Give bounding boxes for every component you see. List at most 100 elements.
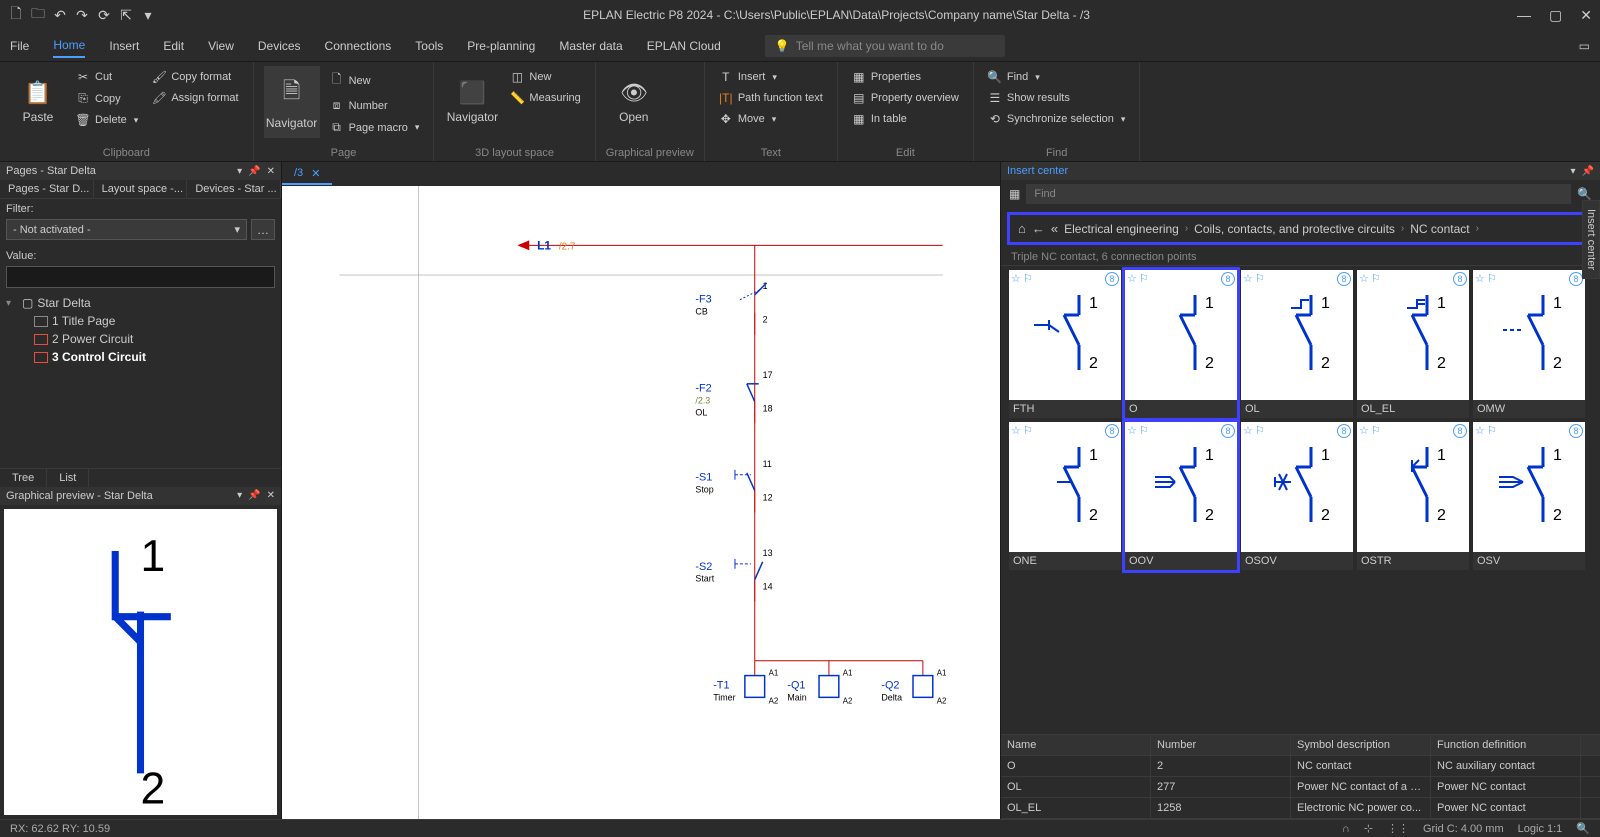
- table-row[interactable]: OL_EL1258Electronic NC power co...Power …: [1001, 798, 1600, 819]
- panel-toggle-icon[interactable]: ▭: [1579, 39, 1590, 53]
- more-icon[interactable]: ▾: [140, 7, 156, 23]
- tab-layout[interactable]: Layout space -...: [94, 180, 188, 198]
- bookmark-icon[interactable]: ⚐: [1023, 424, 1033, 438]
- more-bc-icon[interactable]: «: [1051, 221, 1058, 236]
- bookmark-icon[interactable]: ⚐: [1371, 424, 1381, 438]
- copyformat-button[interactable]: 🖌Copy format: [148, 68, 242, 86]
- menu-file[interactable]: File: [10, 35, 29, 57]
- star-icon[interactable]: ☆: [1243, 272, 1253, 286]
- undo-icon[interactable]: ↶: [52, 7, 68, 23]
- bookmark-icon[interactable]: ⚐: [1487, 272, 1497, 286]
- star-icon[interactable]: ☆: [1359, 424, 1369, 438]
- refresh-icon[interactable]: ⟳: [96, 7, 112, 23]
- menu-preplanning[interactable]: Pre-planning: [467, 35, 535, 57]
- bookmark-icon[interactable]: ⚐: [1255, 424, 1265, 438]
- symbol-card-fth[interactable]: ☆⚐8 1 2 FTH: [1009, 270, 1121, 418]
- page-macro-button[interactable]: ⧉Page macro▾: [326, 118, 424, 137]
- bookmark-icon[interactable]: ⚐: [1139, 424, 1149, 438]
- table-header-cell[interactable]: Number: [1151, 735, 1291, 755]
- propoverview-button[interactable]: ▤Property overview: [848, 89, 963, 107]
- star-icon[interactable]: ☆: [1475, 424, 1485, 438]
- layout-new-button[interactable]: ◫New: [506, 68, 584, 86]
- table-row[interactable]: O2NC contactNC auxiliary contact: [1001, 756, 1600, 777]
- value-input[interactable]: [6, 266, 275, 288]
- symbol-card-one[interactable]: ☆⚐8 1 2 ONE: [1009, 422, 1121, 570]
- star-icon[interactable]: ☆: [1359, 272, 1369, 286]
- tree-page-1[interactable]: 1 Title Page: [6, 312, 275, 330]
- tab-tree[interactable]: Tree: [0, 469, 47, 487]
- open-icon[interactable]: 🗀: [30, 7, 46, 23]
- dropdown-icon[interactable]: ▾: [1571, 166, 1576, 177]
- search-go-icon[interactable]: 🔍: [1577, 187, 1592, 201]
- dropdown-icon[interactable]: ▾: [237, 490, 242, 501]
- pin-icon[interactable]: 📌: [248, 490, 260, 501]
- move-button[interactable]: ✥Move▾: [715, 110, 827, 128]
- bc-nc[interactable]: NC contact: [1410, 222, 1469, 236]
- symbol-card-o[interactable]: ☆⚐8 1 2 O: [1125, 270, 1237, 418]
- table-header-cell[interactable]: Function definition: [1431, 735, 1581, 755]
- star-icon[interactable]: ☆: [1127, 272, 1137, 286]
- close-panel-icon[interactable]: ✕: [267, 490, 275, 501]
- cut-button[interactable]: ✂Cut: [72, 68, 142, 86]
- properties-button[interactable]: ▦Properties: [848, 68, 963, 86]
- symbol-card-ol[interactable]: ☆⚐8 1 2 OL: [1241, 270, 1353, 418]
- bc-coils[interactable]: Coils, contacts, and protective circuits: [1194, 222, 1395, 236]
- export-icon[interactable]: ⇱: [118, 7, 134, 23]
- page-new-button[interactable]: 🗋New: [326, 68, 424, 93]
- bookmark-icon[interactable]: ⚐: [1023, 272, 1033, 286]
- paste-button[interactable]: 📋Paste: [10, 66, 66, 138]
- bookmark-icon[interactable]: ⚐: [1371, 272, 1381, 286]
- menu-masterdata[interactable]: Master data: [559, 35, 622, 57]
- pathtext-button[interactable]: |T|Path function text: [715, 89, 827, 107]
- minimize-icon[interactable]: —: [1517, 7, 1531, 24]
- star-icon[interactable]: ☆: [1243, 424, 1253, 438]
- star-icon[interactable]: ☆: [1475, 272, 1485, 286]
- doctab-3[interactable]: /3✕: [282, 164, 332, 185]
- menu-cloud[interactable]: EPLAN Cloud: [647, 35, 721, 57]
- menu-view[interactable]: View: [208, 35, 234, 57]
- menu-tools[interactable]: Tools: [415, 35, 443, 57]
- grid-toggle-icon[interactable]: ⋮⋮: [1387, 822, 1409, 835]
- table-row[interactable]: OL277Power NC contact of a c...Power NC …: [1001, 777, 1600, 798]
- redo-icon[interactable]: ↷: [74, 7, 90, 23]
- star-icon[interactable]: ☆: [1127, 424, 1137, 438]
- copy-button[interactable]: ⎘Copy: [72, 89, 142, 108]
- bc-ee[interactable]: Electrical engineering: [1064, 222, 1179, 236]
- table-header-cell[interactable]: Symbol description: [1291, 735, 1431, 755]
- back-icon[interactable]: ←: [1032, 221, 1045, 236]
- star-icon[interactable]: ☆: [1011, 272, 1021, 286]
- home-icon[interactable]: ⌂: [1018, 221, 1026, 236]
- symbol-card-oov[interactable]: ☆⚐8 1 2 OOV: [1125, 422, 1237, 570]
- schematic-canvas[interactable]: L1/2.712-F3CB1718-F2/2.3OL1112-S1Stop131…: [282, 186, 1000, 819]
- tree-page-2[interactable]: 2 Power Circuit: [6, 330, 275, 348]
- menu-connections[interactable]: Connections: [325, 35, 392, 57]
- new-icon[interactable]: 🗋: [8, 7, 24, 23]
- close-tab-icon[interactable]: ✕: [311, 167, 320, 180]
- close-icon[interactable]: ✕: [1580, 7, 1592, 24]
- showresults-button[interactable]: ☰Show results: [984, 89, 1130, 107]
- close-panel-icon[interactable]: ✕: [267, 166, 275, 177]
- assignformat-button[interactable]: 🖍Assign format: [148, 89, 242, 107]
- symbol-card-ostr[interactable]: ☆⚐8 1 2 OSTR: [1357, 422, 1469, 570]
- menu-insert[interactable]: Insert: [109, 35, 139, 57]
- layout-navigator-button[interactable]: ⬛Navigator: [444, 66, 500, 138]
- page-navigator-button[interactable]: 🗎Navigator: [264, 66, 320, 138]
- dropdown-icon[interactable]: ▾: [237, 166, 242, 177]
- pin-icon[interactable]: 📌: [1582, 166, 1594, 177]
- table-header-cell[interactable]: Name: [1001, 735, 1151, 755]
- insert-text-button[interactable]: TInsert▾: [715, 68, 827, 86]
- filter-more-button[interactable]: …: [251, 219, 275, 240]
- zoom-icon[interactable]: 🔍: [1576, 822, 1590, 835]
- symbol-card-osov[interactable]: ☆⚐8 1 2 OSOV: [1241, 422, 1353, 570]
- tab-devices[interactable]: Devices - Star ...: [187, 180, 281, 198]
- insert-search-input[interactable]: Find: [1026, 184, 1571, 204]
- snap-icon[interactable]: ⊹: [1364, 822, 1373, 835]
- sync-button[interactable]: ⟲Synchronize selection▾: [984, 110, 1130, 128]
- tab-list[interactable]: List: [47, 469, 89, 487]
- menu-devices[interactable]: Devices: [258, 35, 301, 57]
- open-preview-button[interactable]: 👁Open: [606, 66, 662, 138]
- maximize-icon[interactable]: ▢: [1549, 7, 1562, 24]
- symbol-card-osv[interactable]: ☆⚐8 1 2 OSV: [1473, 422, 1585, 570]
- bookmark-icon[interactable]: ⚐: [1139, 272, 1149, 286]
- magnet-icon[interactable]: ∩: [1342, 823, 1350, 835]
